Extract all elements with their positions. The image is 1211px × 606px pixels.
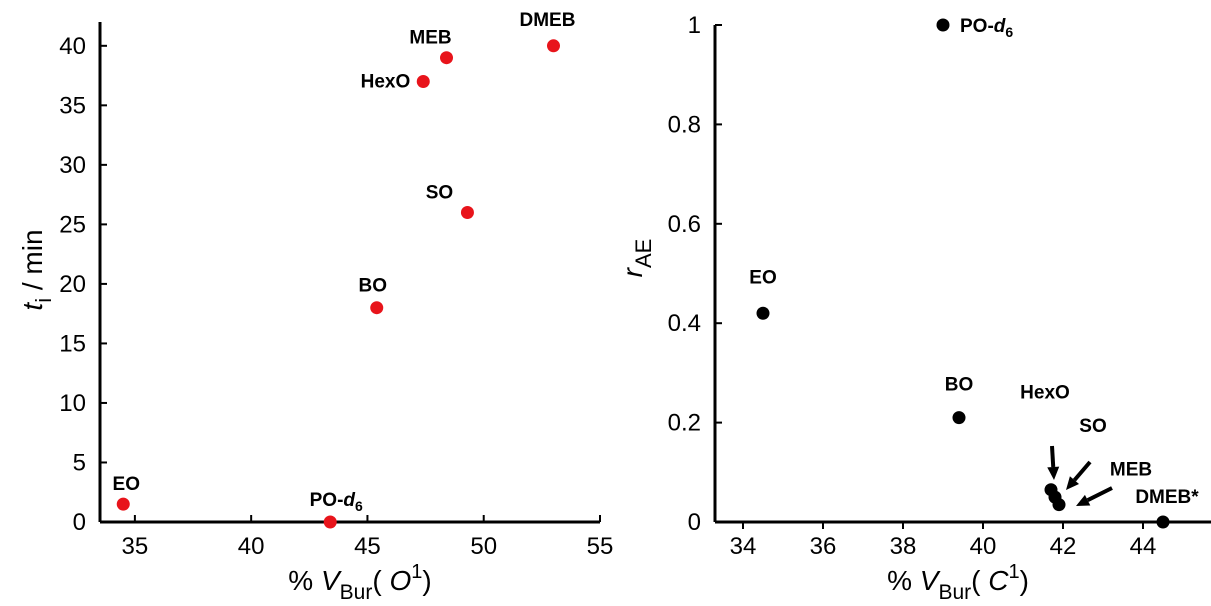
chart-ti-vs-vbur-o1: 35 40 45 50 55 0 5 10 15 20 25 30 35 40 % VBur( O1) ti … [17,10,613,604]
data-point [370,301,384,315]
x-tick-label: 50 [470,533,497,560]
data-point [756,306,770,320]
point-label: MEB [409,28,451,49]
x-tick-label: 55 [587,533,614,560]
point-label: SO [426,182,453,203]
annotation-arrow [1086,486,1113,502]
y-tick-label: 15 [59,330,86,357]
chart-rae-vs-vbur-c1: 34 36 38 40 42 44 0 0.2 0.4 0.6 0.8 1 % VBur( C1) rAE… [617,12,1211,604]
data-point [952,411,966,425]
annotation-arrow-head [1066,476,1080,490]
y-tick-label: 0.8 [668,111,701,138]
y-tick-label: 0 [73,509,86,536]
x-tick-label: 36 [810,533,837,560]
x-axis-title: % VBur( C1) [887,561,1029,604]
x-tick-label: 35 [122,533,149,560]
data-point [416,75,430,89]
data-point [1156,515,1170,529]
point-label: HexO [361,72,411,93]
x-tick-label: 40 [238,533,265,560]
y-tick-label: 0.4 [668,310,701,337]
annotation-arrow [1050,445,1056,468]
y-tick-label: 35 [59,92,86,119]
y-tick-label: 0.6 [668,211,701,238]
point-label: HexO [1020,383,1070,404]
data-point [116,497,130,511]
point-label: MEB [1110,460,1152,481]
y-tick-label: 10 [59,390,86,417]
data-point [440,51,454,65]
annotation-arrow-head [1047,466,1060,480]
data-point [323,515,337,529]
data-point [460,205,474,219]
point-label: BO [358,276,387,297]
data-point [936,18,950,32]
data-point [1052,498,1066,512]
point-label: PO-d6 [960,16,1013,40]
x-axis-title: % VBur( O1) [288,561,431,604]
point-label: EO [113,474,140,495]
y-tick-label: 20 [59,271,86,298]
annotation-arrow-head [1076,494,1091,506]
x-tick-label: 38 [890,533,917,560]
point-label: DMEB [520,10,576,31]
point-label: SO [1079,416,1106,437]
data-point [546,39,560,53]
x-tick-label: 34 [730,533,757,560]
point-label: PO-d6 [310,490,363,514]
point-label: EO [749,267,776,288]
point-label: BO [945,375,974,396]
y-axis-title: rAE [617,239,656,278]
x-tick-label: 42 [1050,533,1077,560]
x-tick-label: 40 [970,533,997,560]
y-tick-label: 1 [688,12,701,39]
y-tick-label: 0.2 [668,410,701,437]
y-tick-label: 30 [59,152,86,179]
annotation-arrow [1072,460,1092,482]
point-label: DMEB* [1135,487,1199,508]
y-tick-label: 0 [688,509,701,536]
y-axis-title: ti / min [17,229,56,310]
y-tick-label: 5 [73,449,86,476]
y-tick-label: 40 [59,33,86,60]
x-tick-label: 44 [1130,533,1157,560]
y-tick-label: 25 [59,211,86,238]
x-tick-label: 45 [354,533,381,560]
